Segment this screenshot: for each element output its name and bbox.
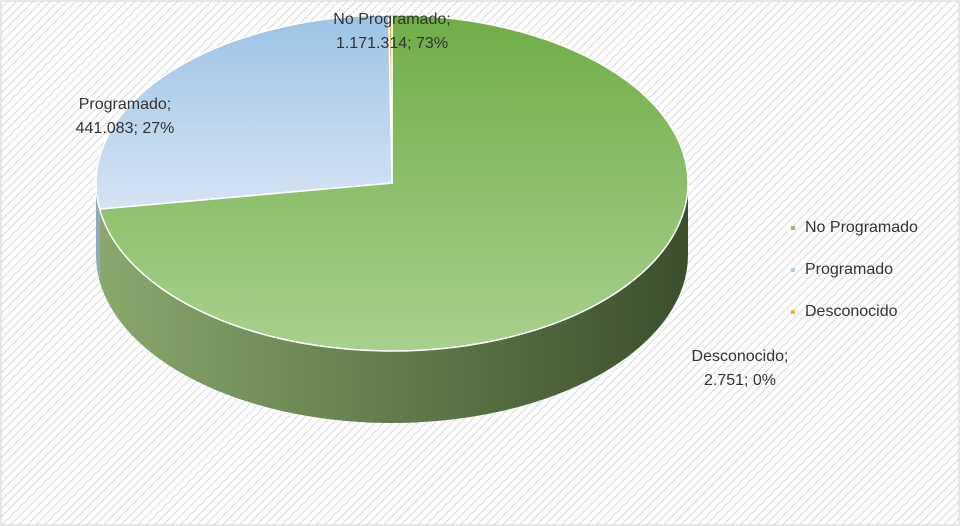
pie-slice bbox=[388, 14, 393, 184]
pie-slice bbox=[98, 14, 689, 352]
data-label-name: Desconocido; bbox=[692, 348, 789, 365]
data-label-name: Programado; bbox=[79, 96, 172, 113]
legend-label: Programado bbox=[805, 261, 893, 278]
legend-marker bbox=[791, 268, 795, 272]
data-label-value: 2.751; 0% bbox=[704, 372, 776, 389]
legend-label: Desconocido bbox=[805, 303, 898, 320]
pie-side bbox=[99, 183, 689, 423]
data-label-value: 1.171.314; 73% bbox=[336, 35, 448, 52]
legend-label: No Programado bbox=[805, 219, 918, 236]
legend-marker bbox=[791, 226, 795, 230]
data-label-name: No Programado; bbox=[333, 11, 450, 28]
pie-slice bbox=[95, 14, 393, 210]
data-label-value: 441.083; 27% bbox=[76, 120, 175, 137]
legend-marker bbox=[791, 310, 795, 314]
